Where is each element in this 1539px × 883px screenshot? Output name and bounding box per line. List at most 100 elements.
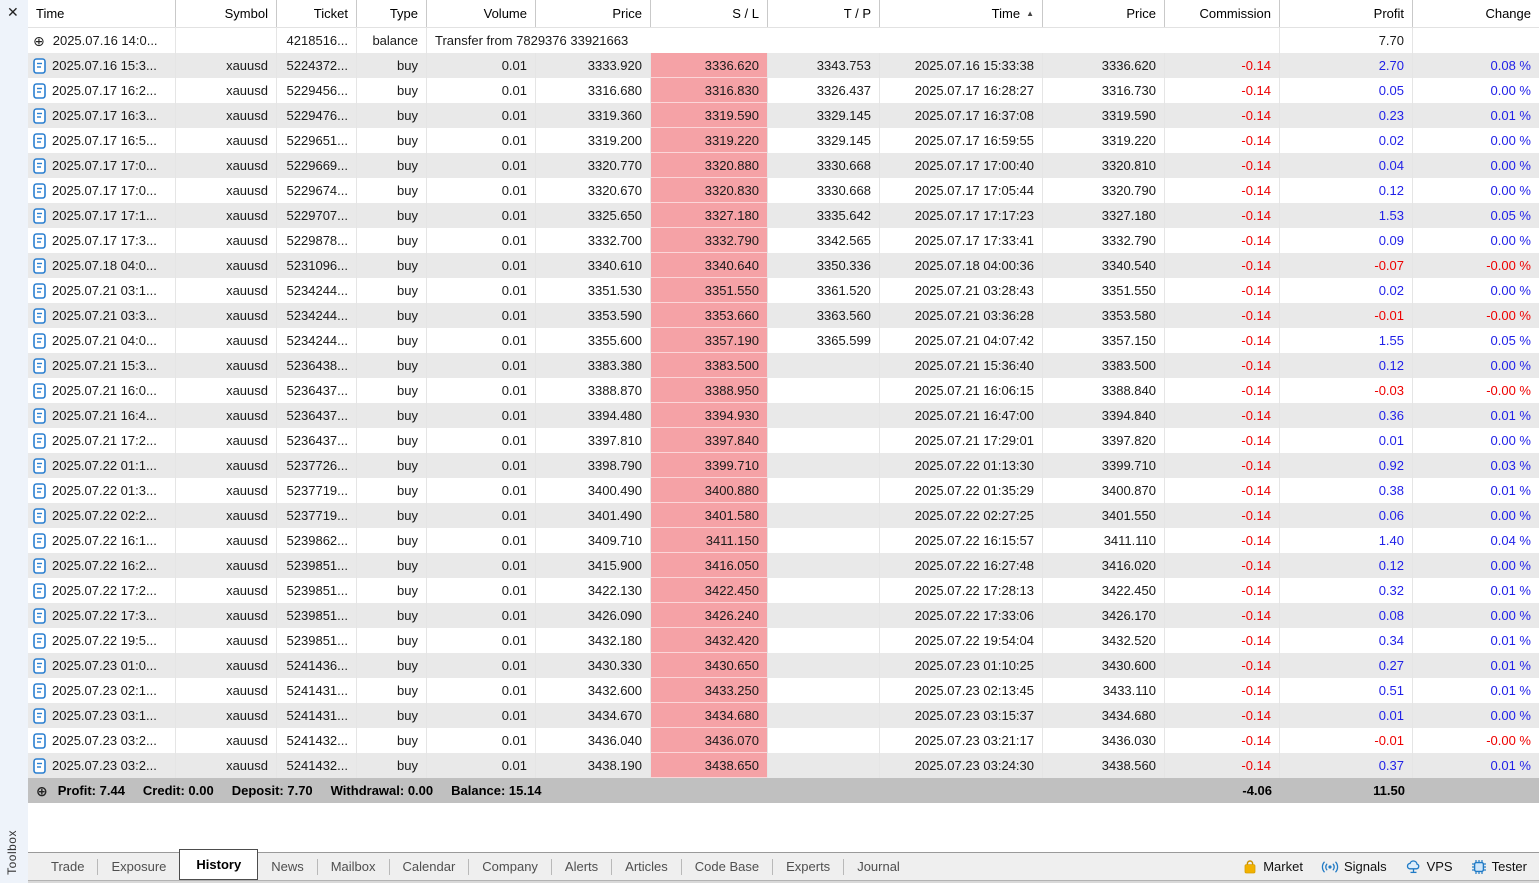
cell-volume: 0.01 [427, 453, 536, 478]
balance-row[interactable]: ⊕ 2025.07.16 14:0... 4218516... balance Tran… [28, 28, 1539, 53]
table-row[interactable]: 2025.07.17 16:5... xauusd 5229651... buy 0.0… [28, 128, 1539, 153]
table-row[interactable]: 2025.07.23 02:1... xauusd 5241431... buy 0.0… [28, 678, 1539, 703]
cell-tp: 3329.145 [768, 128, 880, 153]
tab-separator [388, 858, 390, 875]
deal-icon [33, 332, 46, 349]
statusbar-label: VPS [1426, 859, 1453, 874]
tab-company[interactable]: Company [482, 859, 538, 874]
cell-ticket: 5229651... [277, 128, 357, 153]
table-row[interactable]: 2025.07.17 17:1... xauusd 5229707... buy 0.0… [28, 203, 1539, 228]
column-header-time-close[interactable]: Time ▲ [880, 0, 1043, 27]
table-row[interactable]: 2025.07.22 02:2... xauusd 5237719... buy 0.0… [28, 503, 1539, 528]
summary-credit: Credit: 0.00 [142, 783, 214, 798]
column-header-symbol[interactable]: Symbol [176, 0, 277, 27]
cell-change: 0.01 % [1490, 483, 1531, 498]
table-row[interactable]: 2025.07.21 03:3... xauusd 5234244... buy 0.0… [28, 303, 1539, 328]
column-header-tp[interactable]: T / P [768, 0, 880, 27]
tab-journal[interactable]: Journal [857, 859, 900, 874]
tab-mailbox[interactable]: Mailbox [330, 859, 376, 874]
column-header-time[interactable]: Time [28, 0, 176, 27]
table-row[interactable]: 2025.07.17 16:2... xauusd 5229456... buy 0.0… [28, 78, 1539, 103]
tab-code-base[interactable]: Code Base [694, 859, 760, 874]
cell-tp [768, 553, 880, 578]
cell-commission: -0.14 [1165, 603, 1280, 628]
cell-ticket: 5236438... [277, 353, 357, 378]
table-row[interactable]: 2025.07.23 03:2... xauusd 5241432... buy 0.0… [28, 728, 1539, 753]
close-panel-icon[interactable]: ✕ [7, 4, 19, 20]
cell-time: 2025.07.17 17:3... [28, 228, 176, 253]
column-header-ticket[interactable]: Ticket [277, 0, 357, 27]
column-header-type[interactable]: Type [357, 0, 427, 27]
cell-commission: -0.14 [1165, 353, 1280, 378]
tab-separator [611, 858, 613, 875]
table-row[interactable]: 2025.07.21 16:4... xauusd 5236437... buy 0.0… [28, 403, 1539, 428]
tab-experts[interactable]: Experts [786, 859, 831, 874]
tab-exposure[interactable]: Exposure [111, 859, 167, 874]
column-header-commission[interactable]: Commission [1165, 0, 1280, 27]
deal-icon [33, 357, 46, 374]
table-row[interactable]: 2025.07.22 01:1... xauusd 5237726... buy 0.0… [28, 453, 1539, 478]
cell-time-close: 2025.07.22 17:28:13 [880, 578, 1043, 603]
table-row[interactable]: 2025.07.17 17:0... xauusd 5229669... buy 0.0… [28, 153, 1539, 178]
cell-change: 0.04 % [1490, 533, 1531, 548]
table-row[interactable]: 2025.07.16 15:3... xauusd 5224372... buy 0.0… [28, 53, 1539, 78]
tab-separator [550, 858, 552, 875]
table-row[interactable]: 2025.07.21 16:0... xauusd 5236437... buy 0.0… [28, 378, 1539, 403]
deal-icon [33, 632, 46, 649]
table-row[interactable]: 2025.07.22 19:5... xauusd 5239851... buy 0.0… [28, 628, 1539, 653]
table-row[interactable]: 2025.07.21 04:0... xauusd 5234244... buy 0.0… [28, 328, 1539, 353]
cell-change: 0.01 % [1490, 408, 1531, 423]
cell-price-open: 3319.360 [536, 103, 651, 128]
cell-price-close: 3320.790 [1043, 178, 1165, 203]
summary-row[interactable]: ⊕ Profit: 7.44 Credit: 0.00 Deposit: 7.70 Wi… [28, 778, 1539, 803]
table-row[interactable]: 2025.07.17 17:0... xauusd 5229674... buy 0.0… [28, 178, 1539, 203]
table-row[interactable]: 2025.07.18 04:0... xauusd 5231096... buy 0.0… [28, 253, 1539, 278]
column-header-change[interactable]: Change [1485, 6, 1531, 21]
tab-trade[interactable]: Trade [51, 859, 85, 874]
cell-profit: 0.01 [1280, 428, 1413, 453]
table-row[interactable]: 2025.07.23 01:0... xauusd 5241436... buy 0.0… [28, 653, 1539, 678]
column-header-price-close[interactable]: Price [1043, 0, 1165, 27]
table-row[interactable]: 2025.07.21 15:3... xauusd 5236438... buy 0.0… [28, 353, 1539, 378]
deal-icon [33, 607, 46, 624]
expand-balance-icon[interactable]: ⊕ [33, 32, 45, 49]
cell-ticket: 4218516... [277, 28, 357, 53]
table-row[interactable]: 2025.07.22 16:2... xauusd 5239851... buy 0.0… [28, 553, 1539, 578]
table-row[interactable]: 2025.07.23 03:1... xauusd 5241431... buy 0.0… [28, 703, 1539, 728]
table-row[interactable]: 2025.07.17 16:3... xauusd 5229476... buy 0.0… [28, 103, 1539, 128]
statusbar-signals[interactable]: Signals [1321, 859, 1387, 874]
tab-alerts[interactable]: Alerts [564, 859, 599, 874]
table-row[interactable]: 2025.07.22 17:3... xauusd 5239851... buy 0.0… [28, 603, 1539, 628]
table-row[interactable]: 2025.07.22 17:2... xauusd 5239851... buy 0.0… [28, 578, 1539, 603]
tab-news[interactable]: News [271, 859, 304, 874]
expand-summary-icon[interactable]: ⊕ [36, 782, 48, 799]
table-row[interactable]: 2025.07.17 17:3... xauusd 5229878... buy 0.0… [28, 228, 1539, 253]
column-header-sl[interactable]: S / L [651, 0, 768, 27]
tab-calendar[interactable]: Calendar [402, 859, 456, 874]
cell-profit: 0.51 [1280, 678, 1413, 703]
cell-ticket: 5234244... [277, 303, 357, 328]
tab-articles[interactable]: Articles [625, 859, 668, 874]
cell-symbol: xauusd [176, 478, 277, 503]
cell-volume: 0.01 [427, 678, 536, 703]
statusbar-vps[interactable]: VPS [1405, 859, 1453, 875]
cell-time-close: 2025.07.23 03:15:37 [880, 703, 1043, 728]
cell-commission: -0.14 [1165, 203, 1280, 228]
cell-price-open: 3355.600 [536, 328, 651, 353]
statusbar-tester[interactable]: Tester [1471, 859, 1527, 875]
cell-symbol: xauusd [176, 653, 277, 678]
tab-history[interactable]: History [179, 849, 259, 880]
column-header-profit[interactable]: Profit [1280, 0, 1413, 27]
cell-change: 0.03 % [1490, 458, 1531, 473]
cell-type: buy [357, 153, 427, 178]
statusbar-market[interactable]: Market [1242, 859, 1303, 875]
table-row[interactable]: 2025.07.22 16:1... xauusd 5239862... buy 0.0… [28, 528, 1539, 553]
table-row[interactable]: 2025.07.23 03:2... xauusd 5241432... buy 0.0… [28, 753, 1539, 778]
cell-time-close: 2025.07.22 17:33:06 [880, 603, 1043, 628]
cell-volume: 0.01 [427, 428, 536, 453]
table-row[interactable]: 2025.07.21 03:1... xauusd 5234244... buy 0.0… [28, 278, 1539, 303]
table-row[interactable]: 2025.07.22 01:3... xauusd 5237719... buy 0.0… [28, 478, 1539, 503]
table-row[interactable]: 2025.07.21 17:2... xauusd 5236437... buy 0.0… [28, 428, 1539, 453]
column-header-price[interactable]: Price [536, 0, 651, 27]
column-header-volume[interactable]: Volume [427, 0, 536, 27]
